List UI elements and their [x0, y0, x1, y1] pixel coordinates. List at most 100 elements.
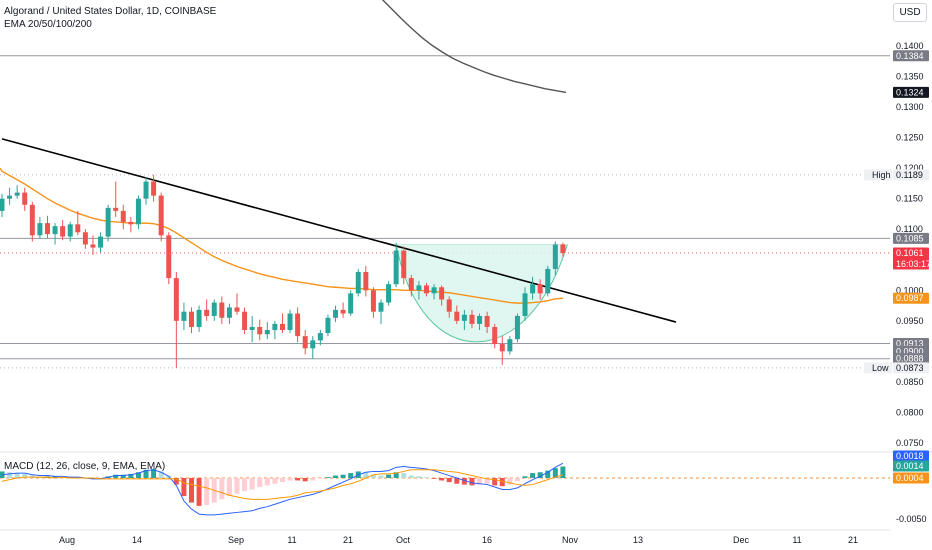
price-tag-bg: [893, 353, 929, 365]
candle-body: [363, 271, 369, 291]
macd-histogram-bar: [477, 478, 483, 485]
macd-histogram-bar: [378, 475, 384, 478]
currency-button[interactable]: USD: [893, 3, 927, 22]
macd-histogram-bar: [507, 478, 513, 485]
macd-histogram-bar: [386, 474, 392, 478]
candle-body: [29, 204, 35, 236]
price-tick-label: 0.1300: [896, 102, 924, 112]
macd-histogram-bar: [7, 472, 13, 478]
descending-trendline: [1, 138, 677, 323]
candle-body: [226, 307, 232, 318]
price-tag-bg: [893, 169, 929, 181]
macd-histogram-bar: [181, 478, 187, 497]
price-tick-label: 0.1350: [896, 72, 924, 82]
candle-body: [44, 223, 50, 235]
price-tag-bg: [893, 86, 929, 98]
price-tag-value: 0.1189: [896, 170, 923, 180]
macd-histogram-bar: [560, 466, 566, 478]
countdown-timer: 16:03:17: [896, 259, 931, 269]
macd-histogram-bar: [264, 478, 270, 486]
price-tag-value: 0.0873: [896, 363, 924, 373]
candle-body: [0, 198, 5, 211]
price-tag-value: 0.0004: [896, 473, 924, 483]
macd-histogram-bar: [408, 475, 414, 478]
time-tick-label: Nov: [562, 535, 579, 545]
candle-body: [75, 224, 81, 233]
macd-histogram-bar: [189, 478, 194, 503]
macd-histogram-bar: [393, 472, 399, 478]
macd-histogram-bar: [333, 475, 339, 478]
candle-body: [408, 278, 414, 291]
macd-histogram-bar: [416, 476, 422, 478]
candle-body: [401, 250, 407, 279]
macd-histogram-bar: [279, 478, 285, 483]
time-tick-label: Oct: [396, 535, 411, 545]
macd-histogram-bar: [242, 478, 248, 492]
macd-tick-label: -0.0050: [896, 514, 927, 524]
candle-body: [348, 293, 354, 314]
candle-body: [552, 244, 558, 269]
candle-body: [173, 278, 179, 321]
macd-histogram-bar: [340, 474, 346, 478]
macd-histogram-bar: [537, 472, 543, 478]
candle-body: [264, 330, 270, 335]
macd-histogram-bar: [14, 473, 20, 478]
trendline: [1, 138, 677, 323]
time-tick-label: 11: [792, 535, 801, 545]
price-tag-bg: [893, 362, 929, 374]
candle-body: [492, 326, 498, 345]
candle-body: [370, 290, 376, 312]
price-tag-bg: [893, 460, 929, 472]
candle-body: [325, 317, 331, 334]
candle-body: [469, 314, 475, 324]
time-axis: Aug 14 Sep 11 21 Oct 16 Nov 13 Dec 11 21: [0, 529, 890, 545]
macd-histogram-bar: [469, 478, 475, 486]
candle-body: [211, 302, 217, 316]
price-tag-value: 0.0913: [896, 338, 924, 348]
price-tag-value: 0.0014: [896, 461, 924, 471]
price-axis: 0.1400 0.1350 0.1300 0.1250 0.1200 0.1150 0.11…: [896, 41, 924, 448]
horizontal-levels: [0, 55, 890, 369]
candle-body: [560, 244, 566, 254]
price-tick-label: 0.1200: [896, 163, 924, 173]
macd-histogram-bar: [514, 478, 520, 482]
candle-body: [302, 336, 308, 349]
candle-body: [522, 293, 528, 316]
candle-body: [7, 195, 13, 199]
macd-histogram-bar: [363, 472, 369, 478]
macd-histogram-bar: [113, 474, 119, 478]
candle-body: [287, 313, 293, 331]
candle-body: [189, 311, 194, 327]
macd-histogram-bar: [173, 478, 179, 485]
price-tag-value: 0.0018: [896, 451, 924, 461]
macd-histogram-bar: [401, 473, 407, 478]
macd-histogram-bar: [234, 478, 240, 494]
macd-histogram-bar: [22, 473, 28, 478]
candle-body: [249, 326, 255, 331]
macd-axis: -0.0050: [896, 514, 927, 524]
candle-body: [98, 236, 104, 248]
time-tick-label: Dec: [733, 535, 750, 545]
macd-histogram-bar: [135, 472, 141, 478]
symbol-title: Algorand / United States Dollar, 1D, COI…: [4, 6, 217, 17]
macd-histogram-bar: [143, 469, 149, 478]
macd-histogram-bar: [522, 476, 528, 478]
chart-legend: Algorand / United States Dollar, 1D, COI…: [4, 5, 216, 31]
macd-histogram-bar: [52, 476, 58, 478]
macd-histogram-bar: [287, 478, 293, 481]
candle-body: [310, 340, 316, 349]
candle-body: [461, 314, 467, 321]
macd-histogram-bar: [295, 478, 301, 481]
macd-histogram-bar: [499, 478, 505, 487]
macd-histogram-bar: [196, 478, 202, 506]
macd-histogram-bar: [204, 478, 210, 506]
candle-body: [484, 315, 490, 327]
candle-body: [219, 302, 225, 318]
price-tag-bg: [893, 50, 929, 62]
candle-body: [143, 181, 149, 199]
price-tick-label: 0.0950: [896, 316, 924, 326]
ema200-line: [381, 0, 567, 94]
price-tag-label: High: [872, 170, 891, 180]
candle-body: [279, 323, 285, 331]
